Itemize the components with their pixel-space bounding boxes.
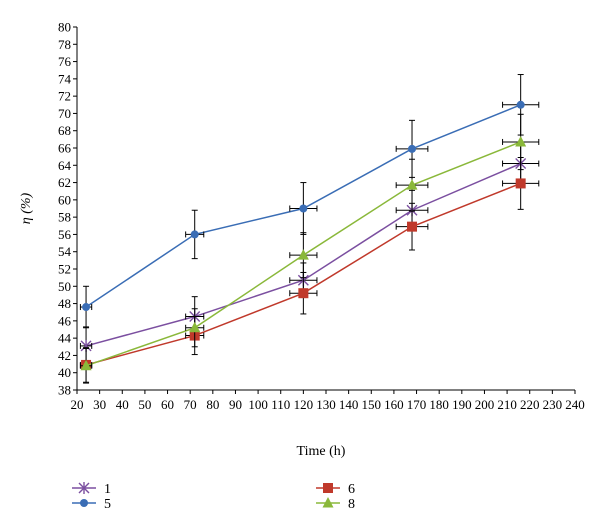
series-1: [79, 141, 540, 366]
y-tick-label: 68: [58, 123, 71, 138]
y-axis-ticks: 38 40 42 44 46 48 50 52 54 56 58 60 62 64 66 68 70 72 74 76…: [58, 20, 77, 398]
x-tick-label: 150: [362, 397, 382, 412]
x-tick-label: 50: [138, 397, 151, 412]
x-tick-label: 200: [475, 397, 495, 412]
triangle-marker: [515, 135, 527, 147]
square-marker: [515, 178, 526, 189]
y-tick-label: 60: [58, 192, 71, 207]
y-tick-label: 38: [58, 383, 71, 398]
x-tick-label: 90: [229, 397, 242, 412]
legend-item-6: 6: [316, 482, 355, 497]
diamond-marker: [80, 499, 88, 507]
y-axis-label: η (%): [19, 192, 34, 224]
x-axis-label: Time (h): [297, 444, 346, 459]
legend-label: 1: [104, 482, 111, 497]
axes: [76, 27, 575, 391]
legend-label: 5: [104, 497, 111, 512]
x-tick-label: 130: [316, 397, 336, 412]
y-tick-label: 56: [58, 227, 72, 242]
triangle-marker: [297, 249, 309, 260]
diamond-marker: [408, 144, 417, 153]
series-8: [79, 113, 540, 384]
diamond-marker: [299, 204, 308, 213]
legend-item-8: 8: [316, 497, 355, 512]
x-tick-label: 100: [248, 397, 268, 412]
y-tick-label: 42: [58, 348, 71, 363]
y-tick-label: 52: [58, 262, 71, 277]
y-tick-label: 70: [58, 106, 71, 121]
series-6: [79, 157, 540, 383]
x-tick-label: 60: [161, 397, 174, 412]
y-tick-label: 44: [58, 331, 72, 346]
y-tick-label: 50: [58, 279, 71, 294]
x-tick-label: 170: [407, 397, 427, 412]
square-marker: [298, 288, 309, 299]
series-layer: [79, 74, 540, 384]
y-tick-label: 64: [58, 158, 72, 173]
legend-item-5: 5: [72, 497, 111, 512]
diamond-marker: [82, 303, 91, 312]
y-tick-label: 54: [58, 244, 72, 259]
legend-item-1: 1: [72, 482, 111, 497]
x-tick-label: 80: [206, 397, 219, 412]
x-tick-label: 240: [565, 397, 585, 412]
diamond-marker: [190, 230, 199, 239]
y-tick-label: 48: [58, 296, 71, 311]
y-tick-label: 78: [58, 37, 71, 52]
y-tick-label: 74: [58, 71, 72, 86]
square-marker: [407, 221, 418, 232]
x-tick-label: 70: [184, 397, 197, 412]
triangle-marker: [406, 179, 418, 190]
triangle-marker: [189, 321, 201, 333]
x-axis-ticks: 20 30 40 50 60 70 80 90 100 110 120 130 140 150 160 170…: [71, 390, 585, 412]
x-tick-label: 210: [497, 397, 517, 412]
x-tick-label: 30: [93, 397, 106, 412]
triangle-marker: [322, 497, 334, 508]
y-tick-label: 58: [58, 210, 71, 225]
x-tick-label: 40: [116, 397, 129, 412]
y-tick-label: 66: [58, 141, 72, 156]
x-tick-label: 120: [294, 397, 314, 412]
y-tick-label: 72: [58, 89, 71, 104]
x-tick-label: 230: [543, 397, 563, 412]
x-tick-label: 20: [71, 397, 84, 412]
triangle-marker: [80, 359, 92, 371]
legend-label: 6: [348, 482, 355, 497]
x-tick-label: 140: [339, 397, 359, 412]
x-tick-label: 160: [384, 397, 404, 412]
y-tick-label: 40: [58, 365, 71, 380]
y-tick-label: 46: [58, 313, 72, 328]
legend-label: 8: [348, 497, 355, 512]
diamond-marker: [516, 100, 525, 109]
y-tick-label: 62: [58, 175, 71, 190]
x-tick-label: 190: [452, 397, 472, 412]
y-tick-label: 76: [58, 54, 72, 69]
square-marker: [323, 483, 333, 493]
x-tick-label: 220: [520, 397, 540, 412]
y-tick-label: 80: [58, 20, 71, 35]
x-tick-label: 110: [271, 397, 290, 412]
x-tick-label: 180: [429, 397, 449, 412]
star-marker: [78, 482, 90, 494]
